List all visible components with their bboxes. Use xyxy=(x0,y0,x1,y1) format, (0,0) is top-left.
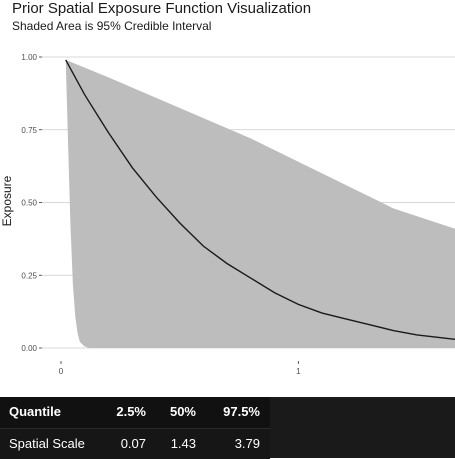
row-label: Spatial Scale xyxy=(9,436,85,451)
header-quantile: Quantile xyxy=(9,404,62,419)
y-tick-label: 0.00 xyxy=(21,344,37,353)
chart-title: Prior Spatial Exposure Function Visualiz… xyxy=(12,0,312,17)
x-tick-label: 1 xyxy=(296,367,301,376)
y-tick-label: 0.25 xyxy=(21,271,37,280)
median-line xyxy=(65,59,455,340)
header-97-5: 97.5% xyxy=(223,404,260,419)
value-97-5: 3.79 xyxy=(234,436,260,451)
y-axis-ticks: 0.00 0.25 0.50 0.75 1.00 xyxy=(21,53,42,353)
table-header-row: Quantile 2.5% 50% 97.5% xyxy=(0,397,270,427)
y-tick-label: 1.00 xyxy=(21,53,37,62)
value-50: 1.43 xyxy=(170,436,196,451)
x-tick-label: 0 xyxy=(59,367,64,376)
table-row: Spatial Scale 0.07 1.43 3.79 xyxy=(0,428,270,459)
table-backdrop xyxy=(270,397,455,458)
chart-subtitle: Shaded Area is 95% Credible Interval xyxy=(12,19,212,33)
y-tick-label: 0.50 xyxy=(21,199,37,208)
credible-interval-band xyxy=(65,59,455,348)
y-axis-label: Exposure xyxy=(0,175,14,226)
header-2-5: 2.5% xyxy=(116,404,146,419)
header-50: 50% xyxy=(169,404,196,419)
value-2-5: 0.07 xyxy=(120,436,146,451)
quantile-table: Quantile 2.5% 50% 97.5% Spatial Scale 0.… xyxy=(0,397,270,459)
y-tick-label: 0.75 xyxy=(21,126,37,135)
